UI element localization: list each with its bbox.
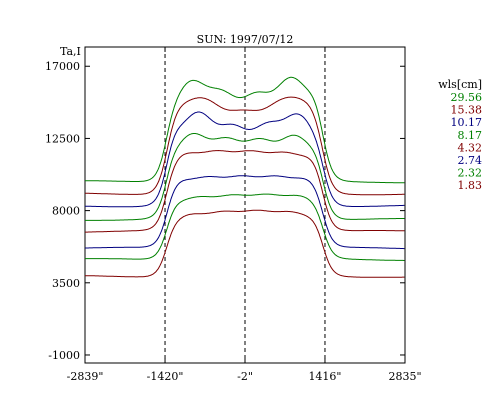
legend-entry-4: 4.32 [458, 141, 483, 154]
y-tick-label-3: 12500 [45, 132, 80, 145]
x-tick-label-3: 1416" [308, 370, 341, 383]
x-tick-label-2: -2" [237, 370, 253, 383]
legend-entry-7: 1.83 [458, 179, 483, 192]
chart-title: SUN: 1997/07/12 [197, 33, 294, 46]
tick-group: -2839" -1420" -2" 1416" 2835" -1000 3500 8000 12… [45, 47, 422, 383]
x-tick-label-1: -1420" [147, 370, 184, 383]
series-group [84, 76, 405, 278]
legend-entry-3: 8.17 [458, 129, 483, 142]
y-tick-label-2: 8000 [52, 205, 80, 218]
vline-group [164, 47, 326, 363]
x-tick-label-0: -2839" [67, 370, 104, 383]
x-tick-label-4: 2835" [388, 370, 421, 383]
y-axis-label: Ta,I [60, 45, 81, 58]
legend-entry-5: 2.74 [458, 154, 483, 167]
legend-entry-1: 15.38 [451, 104, 483, 117]
series-line-8.17 [85, 133, 405, 221]
legend-entry-0: 29.56 [451, 91, 483, 104]
legend-entry-2: 10.17 [451, 116, 483, 129]
series-line-10.17 [85, 111, 405, 208]
series-line-2.32 [85, 193, 405, 261]
series-line-1.83 [84, 209, 405, 278]
y-tick-label-1: 3500 [52, 277, 80, 290]
legend-title: wls[cm] [438, 78, 482, 91]
series-line-2.74 [84, 175, 405, 250]
series-line-4.32 [85, 149, 405, 233]
y-tick-label-0: -1000 [48, 349, 80, 362]
legend-entry-6: 2.32 [458, 167, 483, 180]
series-line-15.38 [84, 96, 405, 196]
series-line-29.56 [85, 76, 405, 184]
y-tick-label-4: 17000 [45, 60, 80, 73]
